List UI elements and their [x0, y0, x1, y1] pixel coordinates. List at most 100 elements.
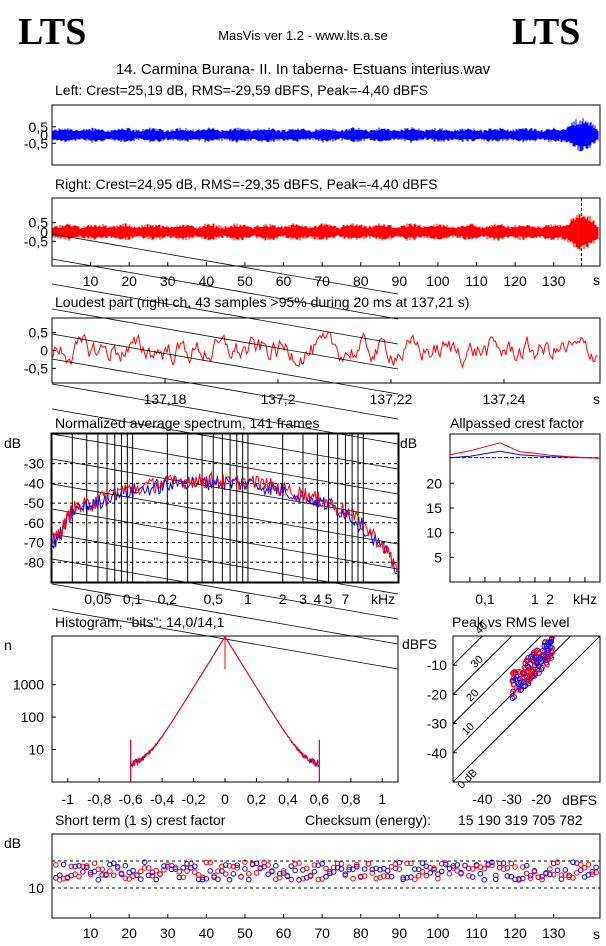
x-tick-label: 0,5	[203, 591, 223, 607]
crest-point	[60, 861, 67, 868]
x-tick-label: 80	[353, 925, 369, 941]
crest-point	[438, 868, 445, 875]
peak-rms-point	[528, 667, 535, 673]
x-tick-label: 100	[426, 925, 450, 941]
spectrum-slope-line	[51, 408, 399, 470]
crest-point	[570, 859, 576, 866]
x-tick-label: 0,05	[84, 591, 111, 607]
crest-point	[222, 862, 229, 868]
crest-point	[423, 872, 430, 879]
crest-point	[56, 872, 63, 879]
x-tick-label: 70	[314, 925, 330, 941]
x-tick-label: 3	[299, 591, 307, 607]
spectrum-slope-line	[51, 383, 399, 445]
crest-point	[327, 868, 333, 875]
crest-point	[191, 869, 198, 875]
crest-point	[311, 868, 318, 875]
x-tick-label: 30	[160, 925, 176, 941]
peak-rms-point	[511, 669, 517, 675]
crest-point	[203, 876, 210, 882]
crest-point	[80, 863, 86, 870]
peak-rms-title: Peak vs RMS level	[452, 614, 569, 630]
crest-point	[110, 860, 117, 867]
peak-rms-point	[524, 663, 530, 669]
crest-point	[203, 859, 210, 866]
x-tick-label: 1	[531, 591, 539, 607]
crest-point	[114, 865, 121, 871]
crest-point	[535, 874, 542, 880]
crest-point	[477, 870, 484, 877]
crest-point	[180, 864, 187, 871]
x-tick-label: -20	[531, 791, 551, 807]
peak-rms-frame	[452, 635, 601, 783]
peak-rms-point	[532, 673, 538, 679]
crest-point	[176, 869, 183, 875]
right-waveform-title: Right: Crest=24,95 dB, RMS=-29,35 dBFS, …	[55, 176, 437, 192]
y-tick-label: 10	[28, 742, 44, 758]
x-tick-label: -40	[472, 791, 492, 807]
short-term-frame	[51, 833, 601, 919]
y-tick-label: 0,5	[29, 215, 49, 231]
crest-point	[516, 875, 522, 882]
x-tick-label: -1	[62, 791, 75, 807]
x-tick-label: 137,18	[144, 391, 187, 407]
crest-point	[273, 863, 279, 869]
crest-point	[118, 870, 125, 876]
peak-rms-point	[509, 670, 516, 677]
crest-point	[176, 874, 183, 881]
loudest-xunit: s	[593, 391, 600, 407]
x-tick-label: 0,1	[475, 591, 495, 607]
crest-point	[207, 868, 214, 874]
spectrum-slope-line	[51, 283, 399, 345]
crest-point	[338, 866, 345, 872]
crest-point	[276, 871, 283, 877]
crest-point	[577, 861, 584, 868]
waveform-series-1	[52, 213, 599, 251]
crest-point	[199, 876, 206, 883]
peak-rms-point	[535, 663, 542, 670]
crest-point	[292, 867, 298, 874]
crest-point	[469, 866, 476, 872]
crest-point	[188, 860, 194, 867]
crest-point	[411, 866, 418, 872]
spectrum-slope-line	[51, 308, 399, 370]
x-tick-label: 0,2	[247, 791, 267, 807]
crest-point	[458, 871, 464, 877]
y-tick-label: 20	[426, 475, 442, 491]
x-tick-label: 1	[378, 791, 386, 807]
crest-point	[141, 865, 148, 871]
crest-point	[76, 863, 82, 869]
crest-point	[234, 862, 241, 869]
crest-point	[585, 861, 592, 868]
crest-point	[554, 867, 561, 874]
crest-point	[80, 869, 86, 875]
crest-point	[566, 872, 572, 879]
crest-diagonal-label: 20	[464, 687, 481, 704]
spectrum-slope-line	[51, 233, 399, 295]
crest-point	[581, 865, 588, 871]
y-tick-label: -30	[24, 456, 44, 472]
x-tick-label: 2	[279, 591, 287, 607]
x-tick-label: 30	[160, 273, 176, 289]
crest-point	[523, 862, 530, 869]
crest-point	[280, 868, 287, 874]
y-tick-label: -30	[427, 716, 447, 732]
crest-series-1	[449, 442, 601, 459]
crest-diagonal-label: 10	[460, 721, 477, 738]
x-tick-label: -0,4	[150, 791, 174, 807]
logo-right: LTS	[512, 11, 580, 53]
crest-point	[396, 859, 403, 866]
x-tick-label: 120	[503, 273, 527, 289]
y-tick-label: 1000	[13, 677, 44, 693]
crest-point	[435, 875, 441, 882]
crest-point	[384, 868, 391, 874]
crest-point	[195, 872, 202, 878]
y-tick-label: 100	[21, 709, 45, 725]
spectrum-xunit: kHz	[371, 591, 395, 607]
spectrum-title: Normalized average spectrum, 141 frames	[55, 415, 320, 431]
crest-point	[369, 866, 376, 873]
checksum-label: Checksum (energy):	[305, 812, 431, 828]
crest-point	[469, 874, 476, 880]
crest-point	[547, 871, 553, 878]
x-tick-label: 137,2	[260, 391, 295, 407]
